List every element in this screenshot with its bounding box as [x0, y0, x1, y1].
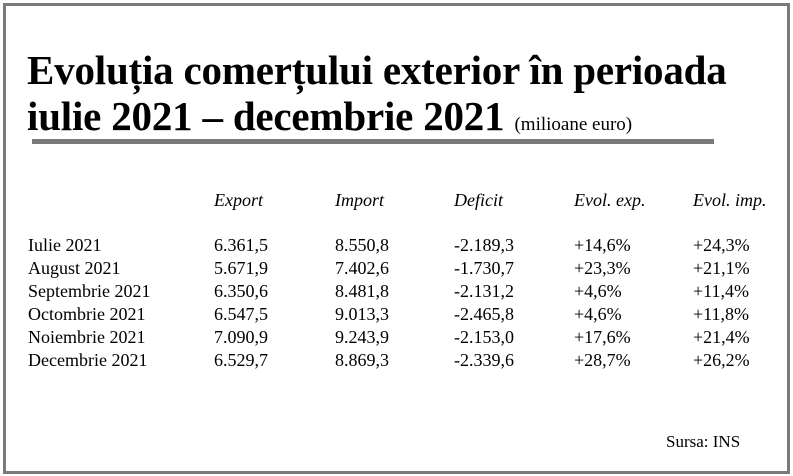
- cell-evol-imp: +21,1%: [693, 258, 750, 278]
- table-row: Decembrie 2021 6.529,7 8.869,3 -2.339,6 …: [6, 350, 787, 373]
- title-line-1: Evoluția comerțului exterior în perioada: [27, 47, 727, 93]
- cell-deficit: -2.339,6: [454, 350, 514, 370]
- cell-evol-imp: +24,3%: [693, 235, 750, 255]
- table-row: Octombrie 2021 6.547,5 9.013,3 -2.465,8 …: [6, 304, 787, 327]
- source-note: Sursa: INS: [666, 432, 741, 451]
- cell-evol-imp: +26,2%: [693, 350, 750, 370]
- column-header-evol-imp: Evol. imp.: [693, 190, 767, 210]
- cell-export: 5.671,9: [214, 258, 268, 278]
- cell-evol-exp: +4,6%: [574, 304, 622, 324]
- cell-evol-imp: +11,4%: [693, 281, 749, 301]
- table-row: Noiembrie 2021 7.090,9 9.243,9 -2.153,0 …: [6, 327, 787, 350]
- cell-month: August 2021: [28, 258, 121, 278]
- cell-export: 6.529,7: [214, 350, 268, 370]
- cell-import: 7.402,6: [335, 258, 389, 278]
- cell-month: Iulie 2021: [28, 235, 102, 255]
- cell-export: 7.090,9: [214, 327, 268, 347]
- cell-month: Decembrie 2021: [28, 350, 148, 370]
- cell-month: Noiembrie 2021: [28, 327, 146, 347]
- table-row: Septembrie 2021 6.350,6 8.481,8 -2.131,2…: [6, 281, 787, 304]
- cell-evol-exp: +28,7%: [574, 350, 631, 370]
- cell-export: 6.361,5: [214, 235, 268, 255]
- column-header-deficit: Deficit: [454, 190, 503, 210]
- cell-import: 9.013,3: [335, 304, 389, 324]
- cell-import: 8.550,8: [335, 235, 389, 255]
- title-underline: [32, 139, 714, 144]
- title-line-2: iulie 2021 – decembrie 2021: [27, 93, 505, 139]
- cell-export: 6.350,6: [214, 281, 268, 301]
- cell-import: 8.869,3: [335, 350, 389, 370]
- cell-evol-imp: +11,8%: [693, 304, 749, 324]
- cell-deficit: -2.131,2: [454, 281, 514, 301]
- cell-deficit: -2.153,0: [454, 327, 514, 347]
- cell-deficit: -1.730,7: [454, 258, 514, 278]
- page-title: Evoluția comerțului exterior în perioada…: [27, 47, 727, 148]
- column-header-export: Export: [214, 190, 263, 210]
- column-header-import: Import: [335, 190, 384, 210]
- cell-month: Octombrie 2021: [28, 304, 146, 324]
- cell-export: 6.547,5: [214, 304, 268, 324]
- cell-evol-exp: +17,6%: [574, 327, 631, 347]
- title-unit: (milioane euro): [514, 114, 633, 135]
- cell-month: Septembrie 2021: [28, 281, 151, 301]
- cell-evol-exp: +23,3%: [574, 258, 631, 278]
- table-row: Iulie 2021 6.361,5 8.550,8 -2.189,3 +14,…: [6, 235, 787, 258]
- cell-evol-exp: +4,6%: [574, 281, 622, 301]
- cell-deficit: -2.465,8: [454, 304, 514, 324]
- cell-deficit: -2.189,3: [454, 235, 514, 255]
- cell-import: 8.481,8: [335, 281, 389, 301]
- cell-import: 9.243,9: [335, 327, 389, 347]
- cell-evol-imp: +21,4%: [693, 327, 750, 347]
- cell-evol-exp: +14,6%: [574, 235, 631, 255]
- table-row: August 2021 5.671,9 7.402,6 -1.730,7 +23…: [6, 258, 787, 281]
- document-frame: Evoluția comerțului exterior în perioada…: [3, 3, 790, 474]
- column-header-evol-exp: Evol. exp.: [574, 190, 646, 210]
